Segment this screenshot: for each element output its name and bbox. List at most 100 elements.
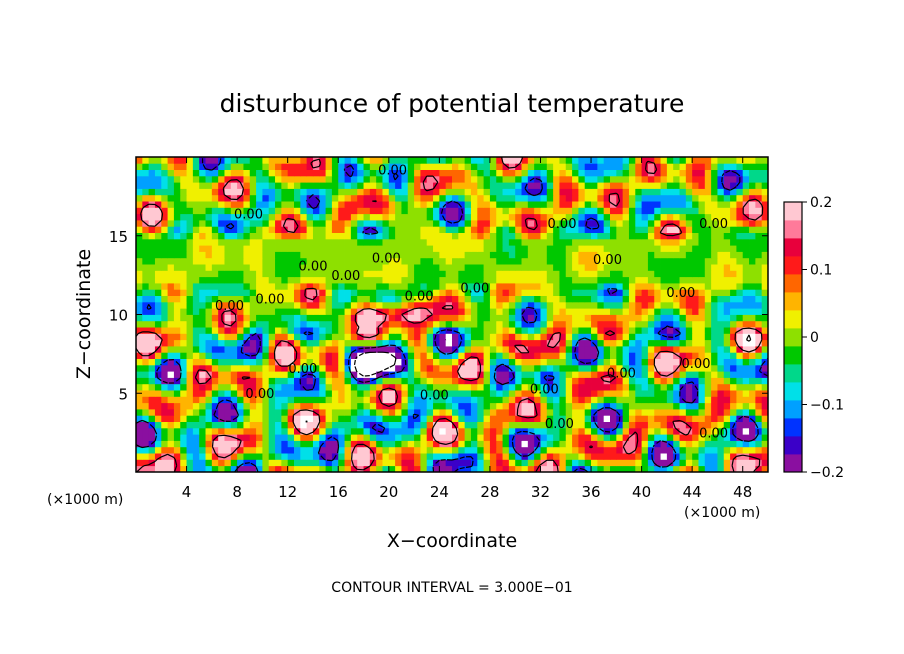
- field-cell: [186, 465, 194, 472]
- field-cell: [496, 390, 503, 397]
- field-cell: [148, 390, 156, 397]
- field-cell: [685, 308, 693, 315]
- field-cell: [622, 245, 630, 252]
- field-cell: [369, 427, 377, 435]
- field-cell: [591, 352, 598, 359]
- field-cell: [420, 308, 428, 315]
- field-cell: [717, 434, 725, 441]
- field-cell: [527, 232, 535, 240]
- field-cell: [572, 465, 579, 472]
- field-cell: [300, 194, 308, 202]
- field-cell: [635, 270, 642, 278]
- field-cell: [647, 339, 655, 347]
- field-cell: [515, 396, 522, 404]
- field-cell: [616, 427, 624, 435]
- field-cell: [243, 201, 251, 208]
- field-cell: [205, 440, 213, 448]
- field-cell: [180, 352, 187, 359]
- field-cell: [357, 238, 364, 246]
- field-cell: [173, 364, 181, 372]
- field-cell: [407, 245, 415, 252]
- field-cell: [249, 301, 257, 309]
- field-cell: [249, 440, 257, 448]
- field-cell: [641, 327, 649, 334]
- field-cell: [464, 157, 472, 164]
- field-cell: [224, 276, 232, 284]
- field-cell: [306, 339, 314, 347]
- field-cell: [199, 453, 206, 460]
- field-cell: [477, 402, 484, 410]
- field-cell: [439, 333, 447, 341]
- field-cell: [572, 314, 579, 322]
- field-cell: [224, 207, 232, 215]
- field-cell: [136, 283, 143, 290]
- field-cell: [281, 333, 289, 341]
- field-cell: [199, 409, 206, 416]
- field-cell: [603, 434, 611, 441]
- field-cell: [199, 207, 206, 215]
- field-cell: [730, 264, 737, 271]
- field-cell: [433, 270, 440, 278]
- field-cell: [388, 390, 396, 397]
- field-cell: [597, 333, 605, 341]
- field-cell: [679, 409, 687, 416]
- field-cell: [610, 238, 617, 246]
- field-cell: [502, 238, 510, 246]
- field-cell: [666, 270, 674, 278]
- field-cell: [704, 182, 712, 189]
- field-cell: [572, 289, 579, 296]
- field-cell: [603, 182, 611, 189]
- field-cell: [445, 213, 453, 221]
- field-cell: [508, 415, 516, 422]
- field-cell: [622, 371, 630, 378]
- field-cell: [211, 188, 219, 196]
- field-cell: [502, 440, 510, 448]
- field-cell: [452, 264, 459, 271]
- field-cell: [325, 194, 333, 202]
- field-cell: [192, 390, 200, 397]
- field-cell: [553, 276, 560, 284]
- field-cell: [211, 427, 219, 435]
- field-cell: [477, 346, 484, 353]
- field-cell: [477, 283, 484, 290]
- field-cell: [515, 390, 522, 397]
- field-cell: [154, 169, 162, 177]
- field-cell: [489, 333, 497, 341]
- field-cell: [249, 283, 257, 290]
- field-cell: [439, 264, 447, 271]
- field-cell: [685, 245, 693, 252]
- field-cell: [192, 157, 200, 164]
- field-cell: [489, 213, 497, 221]
- field-cell: [154, 295, 162, 303]
- field-cell: [553, 301, 560, 309]
- field-cell: [666, 169, 674, 177]
- field-cell: [256, 320, 263, 328]
- field-cell: [553, 415, 560, 422]
- field-cell: [736, 446, 744, 454]
- field-cell: [452, 188, 459, 196]
- field-cell: [761, 377, 768, 385]
- field-cell: [723, 327, 731, 334]
- field-cell: [161, 427, 168, 435]
- field-cell: [628, 346, 636, 353]
- field-cell: [388, 327, 396, 334]
- field-cell: [660, 182, 668, 189]
- field-cell: [603, 409, 611, 416]
- field-cell: [736, 270, 744, 278]
- field-cell: [534, 339, 541, 347]
- field-cell: [363, 201, 371, 208]
- field-cell: [142, 163, 150, 170]
- field-cell: [622, 194, 630, 202]
- field-cell: [433, 163, 440, 170]
- field-cell: [136, 182, 143, 189]
- field-cell: [180, 346, 187, 353]
- field-cell: [382, 364, 390, 372]
- field-cell: [546, 327, 554, 334]
- field-cell: [439, 289, 447, 296]
- field-cell: [527, 459, 535, 467]
- field-cell: [262, 220, 270, 227]
- field-cell: [237, 232, 244, 240]
- field-cell: [407, 295, 415, 303]
- field-cell: [464, 295, 472, 303]
- field-cell: [553, 251, 560, 259]
